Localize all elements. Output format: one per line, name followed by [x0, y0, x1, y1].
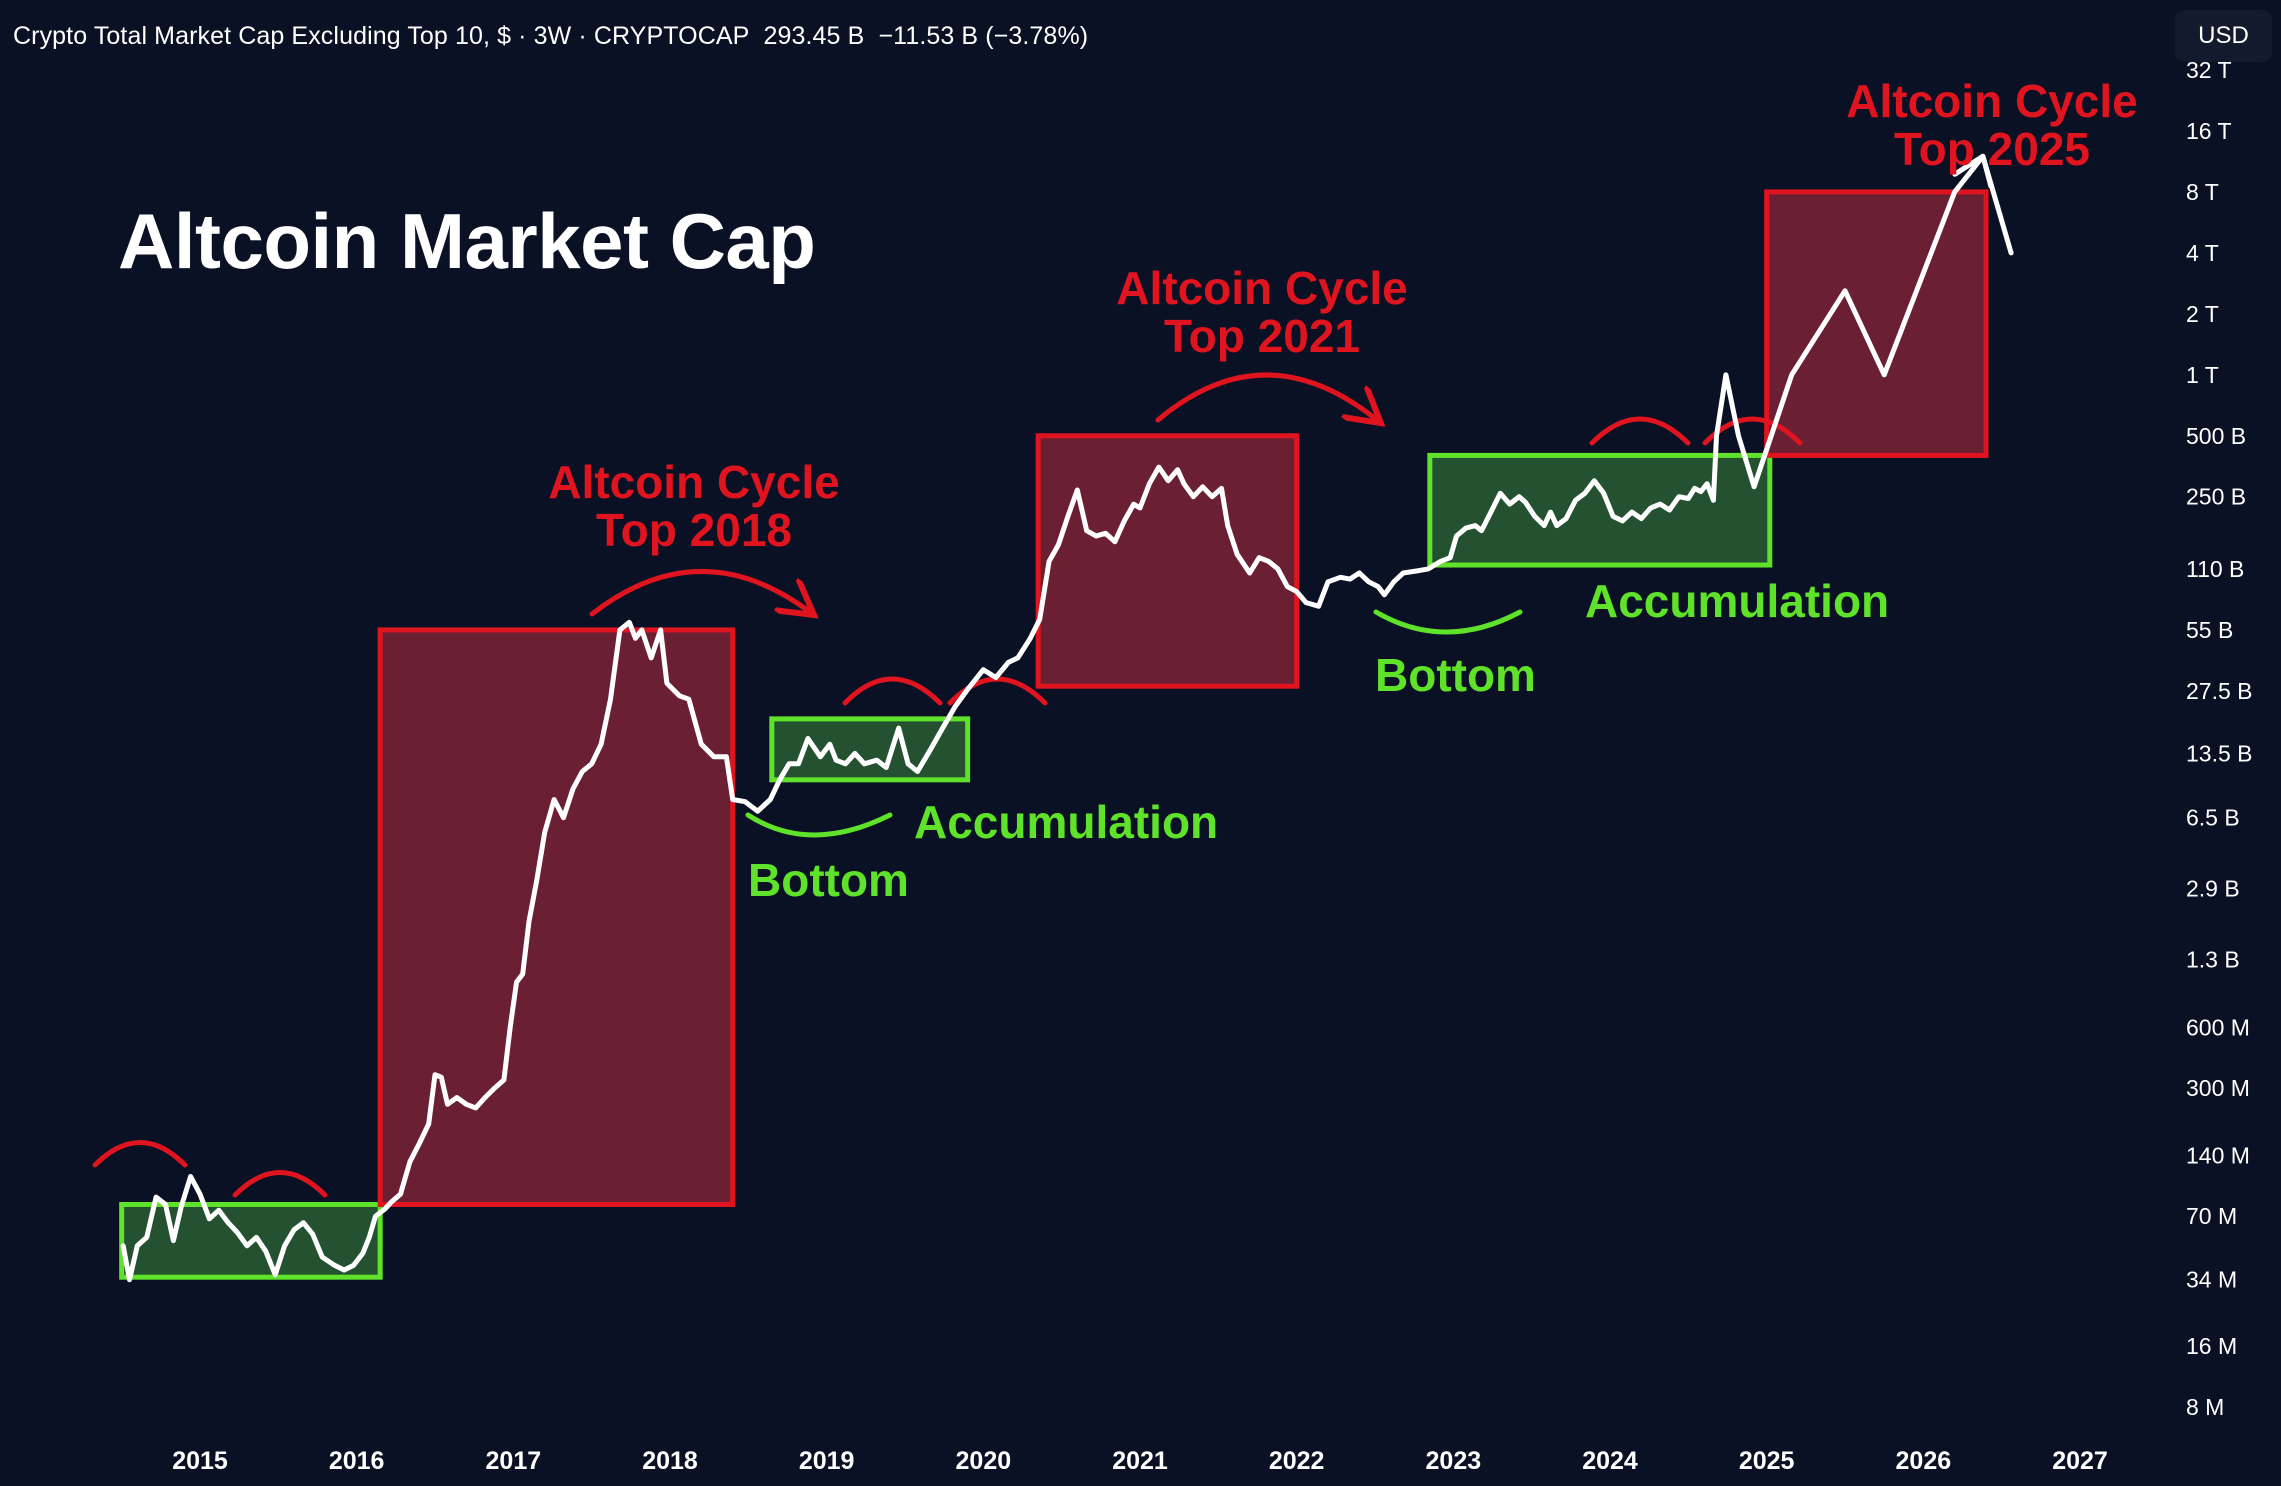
symbol-change: −11.53 B (−3.78%) [878, 22, 1089, 50]
cycle-top-zone-1 [377, 627, 736, 1207]
symbol-header[interactable]: Crypto Total Market Cap Excluding Top 10… [13, 22, 1088, 51]
x-tick-label: 2025 [1739, 1447, 1795, 1475]
cycle-top-zone-5 [1764, 189, 1989, 458]
x-tick-label: 2017 [486, 1447, 542, 1475]
x-tick-label: 2026 [1896, 1447, 1952, 1475]
x-tick-label: 2019 [799, 1447, 855, 1475]
accum1-bump-2-arc [232, 1170, 328, 1198]
y-tick-label: 8 T [2186, 179, 2219, 205]
y-tick-label: 2.9 B [2186, 876, 2240, 902]
y-tick-label: 70 M [2186, 1203, 2237, 1229]
annotation-top-2018-line1: Altcoin Cycle [548, 456, 840, 508]
annotation-top-2021-line2: Top 2021 [1164, 310, 1360, 362]
annotation-top-2018: Altcoin Cycle Top 2018 [484, 458, 904, 554]
bottom-1-arc [745, 812, 893, 838]
symbol-price: 293.45 B [763, 22, 865, 50]
x-tick-label: 2027 [2052, 1447, 2108, 1475]
y-tick-label: 16 T [2186, 118, 2232, 144]
y-tick-label: 55 B [2186, 617, 2233, 643]
y-tick-label: 140 M [2186, 1142, 2250, 1168]
y-tick-label: 13.5 B [2186, 740, 2253, 766]
accum3-bump-1-arc [1589, 416, 1691, 446]
annotation-top-2021: Altcoin Cycle Top 2021 [1052, 264, 1472, 360]
bottom-2-arc [1373, 609, 1523, 635]
accum2-bump-1-arc [842, 676, 943, 706]
altcoin-market-cap-line [120, 153, 2014, 1283]
annotation-accumulation-1: Accumulation [914, 796, 1219, 848]
y-tick-label: 27.5 B [2186, 678, 2253, 704]
arcs-layer [92, 372, 1803, 1198]
accumulation-zone-4 [1427, 452, 1773, 568]
y-tick-label: 8 M [2186, 1394, 2224, 1420]
y-tick-label: 300 M [2186, 1075, 2250, 1101]
top-2021-arrow-arc [1155, 372, 1377, 420]
annotation-top-2025-line2: Top 2025 [1894, 123, 2090, 175]
y-tick-label: 6.5 B [2186, 805, 2240, 831]
annotation-top-2018-line2: Top 2018 [596, 504, 792, 556]
annotation-bottom-1: Bottom [748, 854, 909, 906]
annotation-accumulation-2: Accumulation [1585, 575, 1890, 627]
x-tick-label: 2023 [1426, 1447, 1482, 1475]
x-tick-label: 2018 [642, 1447, 698, 1475]
zones-layer [119, 189, 1989, 1280]
y-tick-label: 34 M [2186, 1267, 2237, 1293]
y-tick-label: 2 T [2186, 301, 2219, 327]
x-tick-label: 2020 [956, 1447, 1012, 1475]
y-tick-label: 1 T [2186, 362, 2219, 388]
symbol-name: Crypto Total Market Cap Excluding Top 10… [13, 22, 750, 50]
x-tick-label: 2021 [1112, 1447, 1168, 1475]
annotation-top-2021-line1: Altcoin Cycle [1116, 262, 1408, 314]
x-tick-label: 2024 [1582, 1447, 1638, 1475]
y-tick-label: 16 M [2186, 1333, 2237, 1359]
y-tick-label: 600 M [2186, 1014, 2250, 1040]
line-layer [120, 153, 2014, 1283]
x-tick-label: 2016 [329, 1447, 385, 1475]
top-2018-arrow-arc [589, 569, 810, 614]
currency-button[interactable]: USD [2175, 10, 2272, 62]
y-tick-label: 250 B [2186, 484, 2246, 510]
projection-arrowhead [1952, 153, 1994, 189]
y-tick-label: 110 B [2186, 556, 2244, 582]
x-axis[interactable]: 2015 2016 2017 2018 2019 2020 2021 2022 2023 2024… [172, 1447, 2108, 1475]
cycle-top-zone-3 [1035, 433, 1300, 689]
x-tick-label: 2015 [172, 1447, 228, 1475]
y-tick-label: 4 T [2186, 240, 2219, 266]
y-tick-label: 1.3 B [2186, 946, 2240, 972]
accum1-bump-1-arc [92, 1140, 188, 1168]
annotation-bottom-2: Bottom [1375, 649, 1536, 701]
x-tick-label: 2022 [1269, 1447, 1325, 1475]
y-tick-label: 500 B [2186, 423, 2246, 449]
annotation-top-2025-line1: Altcoin Cycle [1846, 75, 2138, 127]
annotation-top-2025: Altcoin Cycle Top 2025 [1782, 77, 2202, 173]
chart-title: Altcoin Market Cap [118, 197, 816, 285]
